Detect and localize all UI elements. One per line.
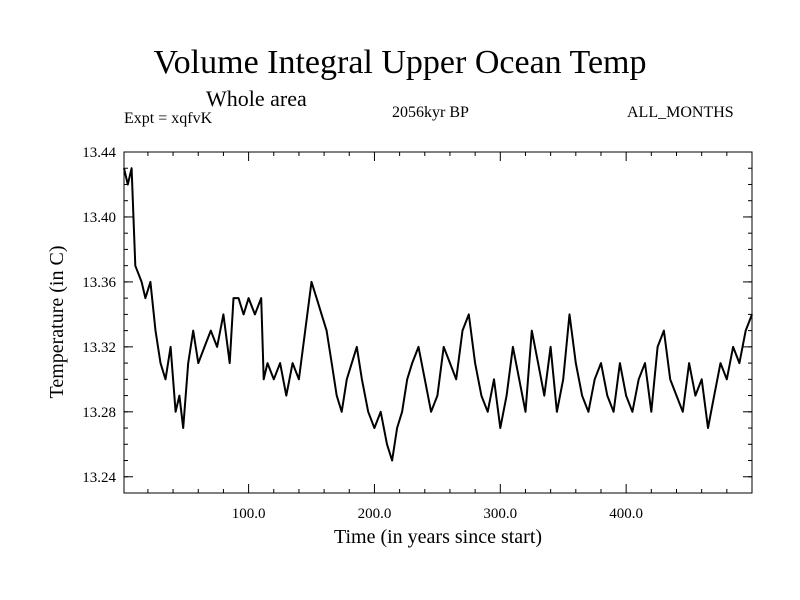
- x-tick-label: 200.0: [358, 506, 392, 522]
- y-tick-label: 13.24: [82, 470, 116, 486]
- y-axis-label: Temperature (in C): [46, 246, 68, 399]
- series-line-temperature: [123, 167, 753, 462]
- epoch-annotation: 2056kyr BP: [392, 104, 469, 121]
- plot-frame: [123, 151, 753, 494]
- x-tick-label: 300.0: [483, 506, 517, 522]
- y-tick-label: 13.36: [82, 275, 116, 291]
- y-tick-label: 13.40: [82, 210, 116, 226]
- tick-marks: [124, 151, 752, 493]
- experiment-annotation: Expt = xqfvK: [124, 110, 213, 127]
- x-axis-label: Time (in years since start): [334, 526, 542, 548]
- months-annotation: ALL_MONTHS: [627, 104, 734, 121]
- x-tick-label: 400.0: [609, 506, 643, 522]
- y-tick-label: 13.32: [82, 340, 116, 356]
- y-tick-label: 13.28: [82, 405, 116, 421]
- chart-title: Volume Integral Upper Ocean Temp: [153, 44, 647, 81]
- series-layer: [123, 167, 753, 462]
- tick-labels: 13.24 13.28 13.32 13.36 13.40 13.44 100.0 200.0…: [82, 145, 643, 522]
- x-tick-label: 100.0: [232, 506, 266, 522]
- y-tick-label: 13.44: [82, 145, 116, 161]
- chart-subtitle: Whole area: [206, 86, 307, 111]
